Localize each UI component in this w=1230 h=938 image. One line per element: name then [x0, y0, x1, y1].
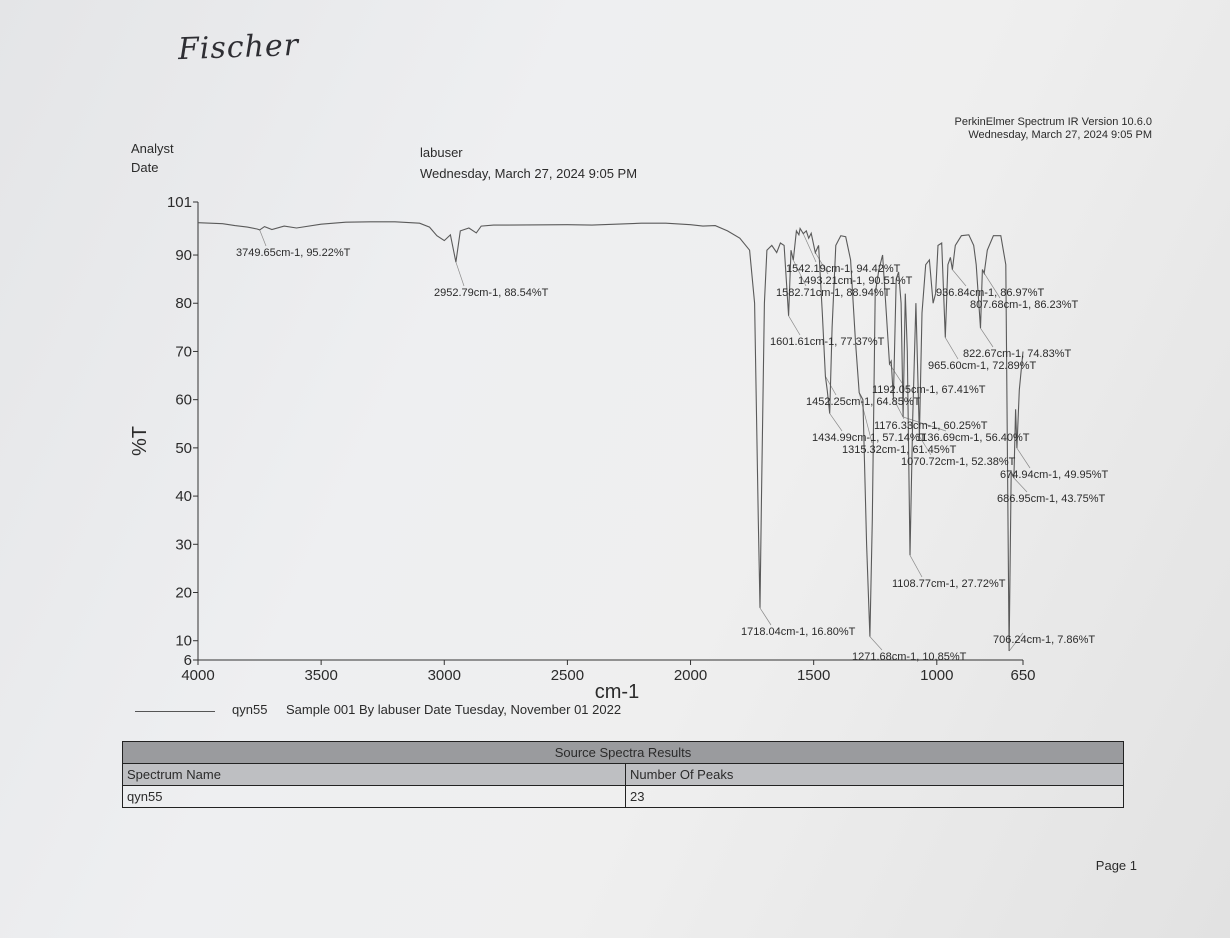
date-value: Wednesday, March 27, 2024 9:05 PM — [420, 166, 638, 181]
annotation-leader-line — [893, 398, 905, 420]
software-info: PerkinElmer Spectrum IR Version 10.6.0 W… — [955, 116, 1152, 142]
annotation-leader-line — [944, 337, 959, 360]
peak-annotation-label: 1434.99cm-1, 57.14%T — [812, 432, 927, 444]
chart-axes: 6 10 20 30 40 50 60 70 80 90 101 4000 3500 3000 2500 20… — [167, 194, 1036, 684]
y-tick-label: 20 — [175, 585, 192, 602]
peak-annotation-label: 1452.25cm-1, 64.85%T — [806, 396, 921, 408]
x-tick-label: 1500 — [797, 667, 830, 684]
peak-annotation-label: 1315.32cm-1, 61.45%T — [842, 444, 957, 456]
y-tick-label: 10 — [175, 633, 192, 650]
peak-annotation-label: 807.68cm-1, 86.23%T — [970, 299, 1079, 311]
column-header-number-of-peaks: Number Of Peaks — [625, 763, 1124, 786]
date-label: Date — [131, 160, 159, 175]
x-tick-label: 1000 — [920, 667, 953, 684]
annotation-leader-line — [829, 413, 843, 432]
annotation-leader-line — [1016, 447, 1031, 469]
annotation-leader-line — [980, 327, 994, 348]
peak-annotation-label: 1271.68cm-1, 10.85%T — [852, 651, 967, 663]
annotation-leader-line — [792, 259, 807, 287]
x-tick-label: 2500 — [551, 667, 584, 684]
peak-annotation-label: 1176.33cm-1, 60.25%T — [874, 420, 988, 432]
annotation-leaders — [259, 229, 1031, 652]
peak-annotation-label: 1192.05cm-1, 67.41%T — [872, 384, 986, 396]
peak-annotation-label: 2952.79cm-1, 88.54%T — [434, 287, 549, 299]
table-cell-spectrum-name: qyn55 — [122, 785, 626, 808]
legend-description: Sample 001 By labuser Date Tuesday, Nove… — [286, 702, 622, 717]
peak-annotation-label: 674.94cm-1, 49.95%T — [1000, 469, 1109, 481]
peak-annotation-label: 1070.72cm-1, 52.38%T — [901, 456, 1016, 468]
y-tick-label: 30 — [175, 536, 192, 553]
y-tick-label: 50 — [175, 440, 192, 457]
y-tick-label: 70 — [175, 343, 192, 360]
y-tick-label: 101 — [167, 194, 192, 211]
annotation-leader-line — [919, 436, 932, 456]
x-tick-label: 2000 — [674, 667, 707, 684]
peak-annotation-label: 686.95cm-1, 43.75%T — [997, 493, 1106, 505]
peak-annotation-label: 3749.65cm-1, 95.22%T — [236, 247, 351, 259]
spectrum-line — [197, 221, 1024, 652]
y-tick-label: 60 — [175, 392, 192, 409]
results-table: Source Spectra Results Spectrum Name Num… — [122, 741, 1124, 808]
y-axis-label: %T — [129, 426, 151, 456]
annotation-leader-line — [983, 273, 1001, 299]
peak-annotation-label: 1601.61cm-1, 77.37%T — [770, 336, 885, 348]
software-version: PerkinElmer Spectrum IR Version 10.6.0 — [954, 116, 1152, 128]
annotation-leader-line — [1008, 632, 1024, 652]
annotation-leader-line — [455, 261, 465, 287]
table-cell-peak-count: 23 — [625, 785, 1124, 808]
annotation-leader-line — [802, 233, 817, 263]
y-tick-label: 40 — [175, 488, 192, 505]
annotation-leader-line — [903, 416, 947, 432]
peak-annotation-label: 1108.77cm-1, 27.72%T — [892, 578, 1006, 590]
x-tick-label: 650 — [1010, 667, 1035, 684]
analyst-value: labuser — [420, 145, 463, 160]
analyst-label: Analyst — [131, 141, 174, 156]
legend-swatch — [135, 711, 215, 712]
y-tick-label: 80 — [175, 295, 192, 312]
peak-annotation-label: 822.67cm-1, 74.83%T — [963, 348, 1072, 360]
annotation-leader-line — [259, 229, 267, 247]
peak-annotation-label: 1718.04cm-1, 16.80%T — [741, 626, 856, 638]
column-header-spectrum-name: Spectrum Name — [122, 763, 626, 786]
y-tick-label: 6 — [184, 652, 192, 669]
annotation-labels: 3749.65cm-1, 95.22%T 2952.79cm-1, 88.54%T… — [236, 247, 1109, 663]
annotation-leader-line — [952, 269, 967, 287]
annotation-leader-line — [909, 555, 923, 578]
annotation-leader-line — [1013, 477, 1028, 493]
peak-annotation-label: 1493.21cm-1, 90.51%T — [798, 275, 913, 287]
x-axis-label: cm-1 — [595, 681, 639, 700]
peak-annotation-label: 936.84cm-1, 86.97%T — [936, 287, 1045, 299]
y-tick-label: 90 — [175, 247, 192, 264]
peak-annotation-label: 1136.69cm-1, 56.40%T — [916, 432, 1030, 444]
x-tick-label: 3500 — [304, 667, 337, 684]
table-row: qyn55 23 — [122, 785, 1124, 808]
x-tick-label: 4000 — [181, 667, 214, 684]
peak-annotation-label: 1582.71cm-1, 88.94%T — [776, 287, 891, 299]
page-number: Page 1 — [1095, 858, 1137, 873]
annotation-leader-line — [858, 392, 873, 444]
report-datetime: Wednesday, March 27, 2024 9:05 PM — [968, 129, 1152, 141]
results-table-title: Source Spectra Results — [122, 741, 1124, 764]
peak-annotation-label: 706.24cm-1, 7.86%T — [993, 634, 1095, 646]
peak-annotation-label: 1542.19cm-1, 94.42%T — [786, 263, 901, 275]
annotation-leader-line — [759, 607, 772, 626]
x-tick-label: 3000 — [428, 667, 461, 684]
peak-annotation-label: 965.60cm-1, 72.89%T — [928, 360, 1037, 372]
annotation-leader-line — [788, 315, 801, 336]
ir-spectrum-chart: 6 10 20 30 40 50 60 70 80 90 101 4000 3500 3000 2500 20… — [129, 194, 1109, 700]
legend-sample-name: qyn55 — [232, 702, 268, 717]
annotation-leader-line — [815, 252, 829, 275]
annotation-leader-line — [869, 636, 883, 651]
